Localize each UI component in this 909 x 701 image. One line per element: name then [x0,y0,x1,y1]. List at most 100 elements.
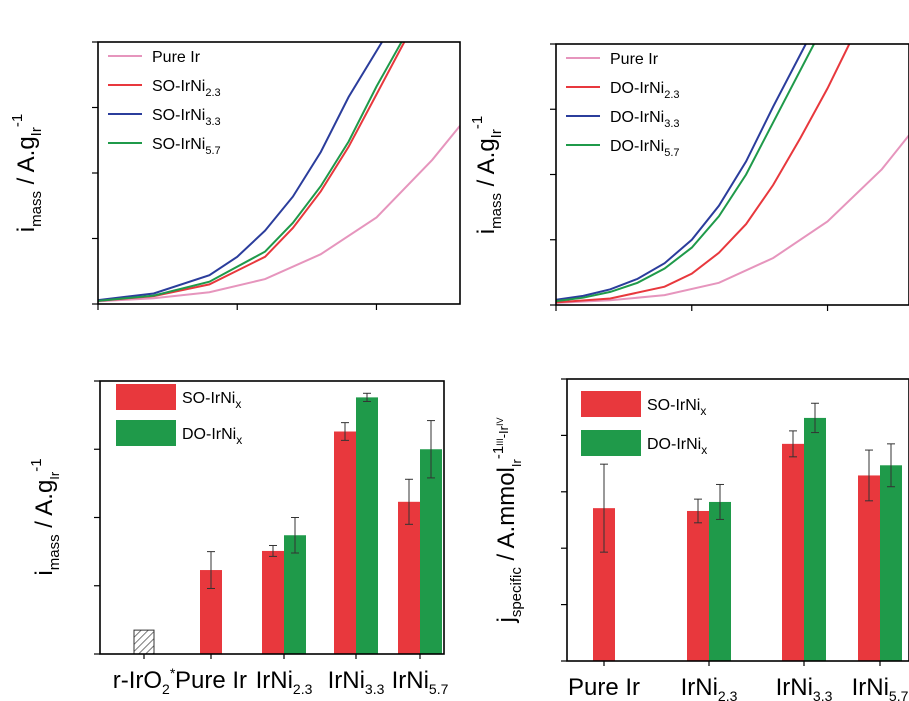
panel-c-bar-s0-c1 [200,570,222,654]
panel-a-legend-label-2-text: SO-IrNi3.3 [152,107,221,128]
panel-c-bar-s1-c4 [420,449,442,654]
panel-b-legend-label-1-text: DO-IrNi2.3 [610,80,680,101]
panel-d-legend-swatch-1 [581,430,641,456]
panel-c-category-label-0-part-1: 2 [162,681,170,697]
panel-d-category-label-2-part-1: 3.3 [813,688,833,701]
panel-d-category-label-3-part-1: 5.7 [889,688,909,701]
panel-c-category-label-2-part-0: IrNi [256,667,293,694]
panel-d-bar-s0-c0 [593,508,615,661]
panel-a-series-line-1 [98,42,406,302]
panel-d-legend-swatch-0 [581,391,641,417]
panel-d-legend-label-1-text: DO-IrNix [647,436,707,457]
panel-d-bar-s1-c3 [880,465,902,661]
panel-b-ylabel-part-2: / A.g [473,138,500,193]
panel-c-category-label-0-text: r-IrO2* [113,665,176,697]
panel-b-legend-label-3-text: DO-IrNi5.7 [610,138,680,159]
panel-c-category-label-4-part-0: IrNi [392,667,429,694]
panel-b-ylabel-part-1: mass [488,193,505,229]
panel-c-category-label-2-text: IrNi2.3 [256,667,313,697]
panel-a-legend-label-2-part-1: 3.3 [205,116,220,128]
panel-c-category-label-0-part-2: * [170,665,176,681]
panel-a-ylabel-part-3: Ir [28,127,45,136]
panel-a-ylabel-part-4: -1 [9,114,26,127]
panel-c-category-label-1-text: Pure Ir [175,667,247,694]
panel-c: r-IrO2* Pure Ir IrNi2.3 IrNi3.3 IrNi5.7imass… [28,380,449,697]
panel-d-category-label-3-part-0: IrNi [852,674,889,701]
panel-c-legend-label-1-part-0: DO-IrNi [182,426,236,443]
panel-b-series-line-1 [556,44,851,304]
panel-c-ylabel-text: imass / A.gIr-1 [28,458,63,575]
panel-d-ylabel-part-1: specific [508,567,525,618]
panel-d-category-label-0-part-0: Pure Ir [568,674,640,701]
panel-b-legend-label-3-part-1: 5.7 [664,147,679,159]
panel-a-legend-label-1-part-0: SO-IrNi [152,78,205,95]
panel-c-bar-s0-c4 [398,501,420,654]
panel-a-legend-label-3-part-0: SO-IrNi [152,136,205,153]
panel-d-legend-label-0-part-0: SO-IrNi [647,397,700,414]
panel-d-legend-label-1-part-0: DO-IrNi [647,436,701,453]
panel-b-legend-label-0-text: Pure Ir [610,51,659,68]
panel-d-bar-s0-c1 [687,510,709,661]
panel-b-axes-frame [555,43,909,306]
panel-d-category-label-3-text: IrNi5.7 [852,674,909,701]
panel-c-bar-s1-c2 [284,535,306,654]
panel-a-series-line-2 [98,42,383,302]
panel-d-category-label-1-part-0: IrNi [681,674,718,701]
panel-d-ylabel-part-0: j [493,617,520,623]
panel-c-bar-s0-c2 [262,550,284,654]
panel-a-ylabel-part-1: mass [28,191,45,227]
panel-c-category-label-4-text: IrNi5.7 [392,667,449,697]
panel-c-reference-bar [133,629,155,655]
panel-d-axes-frame [566,378,909,662]
panel-a-legend-label-0-part-0: Pure Ir [152,49,201,66]
panel-a-series-line-0 [98,125,460,303]
panel-d-category-label-2-part-0: IrNi [776,674,813,701]
panel-b-legend-label-2-part-0: DO-IrNi [610,109,664,126]
panel-c-legend-label-0-part-1: x [235,397,241,411]
panel-c-category-label-3-part-1: 3.3 [365,681,385,697]
panel-b-legend-label-0-part-0: Pure Ir [610,51,659,68]
panel-d-bar-s0-c2 [782,443,804,661]
panel-a-legend-label-3-part-1: 5.7 [205,145,220,157]
panel-c-legend-label-0-part-0: SO-IrNi [182,390,235,407]
panel-c-legend-swatch-1 [116,420,176,446]
panel-a-legend-label-2-part-0: SO-IrNi [152,107,205,124]
panel-d-ylabel-text: jspecific / A.mmolIr-1III-IrIV [490,417,525,623]
panel-d-category-label-0-text: Pure Ir [568,674,640,701]
panel-a-legend-label-3-text: SO-IrNi5.7 [152,136,221,157]
panel-c-ylabel-part-4: -1 [28,458,45,471]
panel-b-legend-label-1-part-0: DO-IrNi [610,80,664,97]
panel-d-bar-s1-c2 [804,417,826,661]
panel-c-ylabel-part-2: / A.g [31,480,58,535]
panel-b-legend-label-3-part-0: DO-IrNi [610,138,664,155]
panel-c-category-label-1-part-0: Pure Ir [175,667,247,694]
panel-d-category-label-1-text: IrNi2.3 [681,674,738,701]
panel-d-category-label-2-text: IrNi3.3 [776,674,833,701]
panel-a-legend-label-1-part-1: 2.3 [205,87,220,99]
panel-c-category-label-2-part-1: 2.3 [293,681,313,697]
panel-c-bar-s1-c3 [356,397,378,654]
panel-d-bar-s0-c3 [858,475,880,661]
panel-c-category-label-4-part-1: 5.7 [429,681,449,697]
panel-d-ylabel-part-6: -Ir [496,425,511,438]
panel-a-ylabel-text: imass / A.gIr-1 [9,114,45,232]
panel-d-legend-label-1-part-1: x [701,443,707,457]
panel-d-category-label-1-part-1: 2.3 [718,688,738,701]
panel-d-bar-s1-c1 [709,501,731,661]
panel-d-ylabel-part-5: III [495,438,505,446]
panel-b-legend-label-1-part-1: 2.3 [664,89,679,101]
panel-a-ylabel-part-2: / A.g [13,136,40,191]
panel-c-legend-label-1-text: DO-IrNix [182,426,242,447]
panel-c-bar-s0-c3 [334,431,356,654]
panel-c-category-label-0-part-0: r-IrO [113,667,162,694]
panel-b-ylabel-text: imass / A.gIr-1 [469,116,505,234]
panel-d-ylabel-part-2: / A.mmol [493,467,520,567]
panel-b-series-line-3 [556,44,815,303]
panel-b-ylabel-part-0: i [473,229,500,234]
panel-c-category-label-3-part-0: IrNi [328,667,365,694]
panel-b-series-line-2 [556,44,807,301]
